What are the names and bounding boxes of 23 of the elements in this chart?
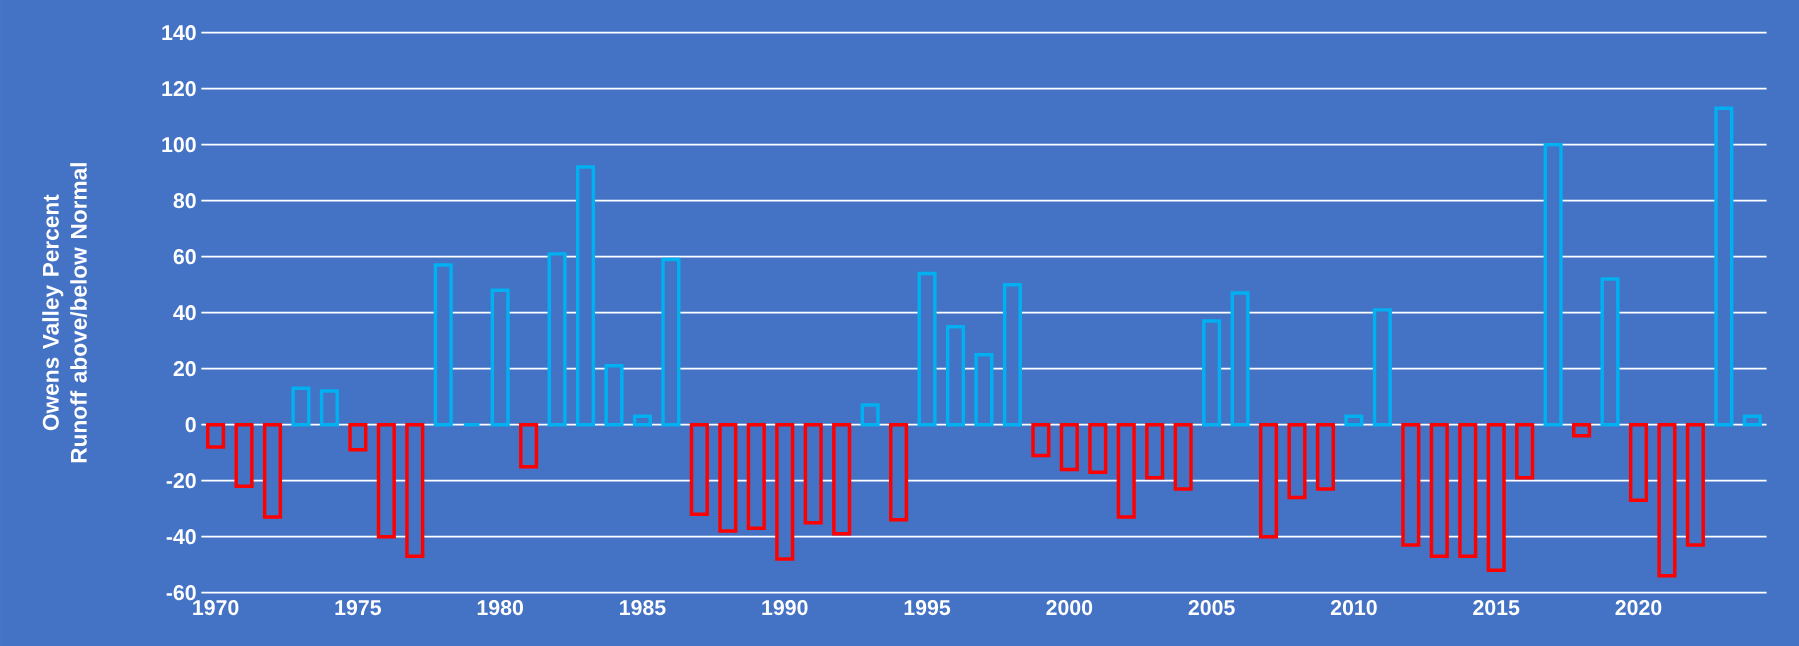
x-tick-label: 2000 [1046,600,1093,616]
x-tick-label: 2010 [1330,600,1377,616]
y-tick-label: -40 [166,529,196,545]
x-tick-label: 1985 [620,600,666,616]
x-tick-label: 1995 [904,600,951,616]
y-tick-label: 40 [173,305,196,321]
y-tick-label: 100 [162,137,196,153]
y-tick-label: 60 [173,249,196,265]
x-tick-label: 2015 [1473,600,1520,616]
y-tick-label: 20 [173,361,196,377]
y-tick-label: 140 [162,25,196,41]
x-tick-label: 1980 [477,600,523,616]
x-tick-label: 2020 [1615,600,1662,616]
x-tick-label: 2005 [1188,600,1235,616]
y-tick-label: 80 [173,193,196,209]
y-tick-label: -60 [166,585,196,601]
y-tick-label: -20 [166,473,196,489]
y-tick-label: 120 [162,81,196,97]
x-tick-label: 1990 [762,600,808,616]
y-tick-label: 0 [185,417,196,433]
y-axis-title: Owens Valley Percent Runoff above/below Normal [42,163,88,463]
x-tick-label: 1975 [335,600,381,616]
x-tick-label: 1970 [193,600,239,616]
